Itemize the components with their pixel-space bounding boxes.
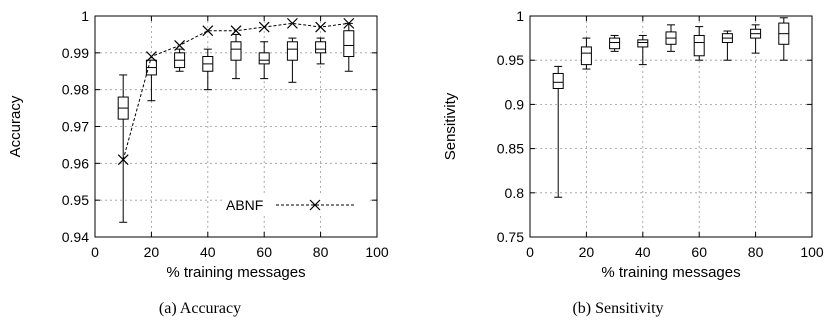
x-tick-label: 0 — [526, 244, 534, 260]
x-marker-stroke — [343, 17, 355, 29]
x-marker-stroke — [145, 51, 157, 62]
subfigure-caption: (b) Sensitivity — [572, 300, 663, 317]
series-point-abnf — [202, 25, 214, 37]
box-iqr — [609, 37, 621, 50]
legend-background — [222, 193, 370, 215]
x-tick-label: 20 — [144, 244, 160, 260]
subfigure-caption: (a) Accuracy — [159, 300, 241, 317]
box-plot — [343, 22, 355, 72]
box-iqr — [637, 39, 649, 48]
y-tick-label: 0.8 — [505, 185, 525, 201]
box-plot — [665, 24, 677, 52]
box-plot — [637, 34, 649, 66]
series-point-abnf — [230, 25, 242, 37]
y-tick-label: 0.99 — [62, 45, 89, 61]
box-plot — [580, 37, 592, 70]
box-plot — [552, 65, 564, 198]
y-tick-label: 0.98 — [62, 82, 89, 98]
box-plot — [145, 59, 157, 102]
x-tick-label: 80 — [313, 244, 329, 260]
box-plot — [286, 37, 298, 83]
box-plot — [117, 74, 129, 223]
y-tick-label: 1 — [516, 8, 524, 24]
x-marker-stroke — [286, 17, 298, 29]
x-tick-label: 40 — [200, 244, 216, 260]
x-tick-label: 100 — [800, 244, 824, 260]
box-plot — [609, 34, 621, 52]
box-iqr — [552, 72, 564, 89]
x-tick-label: 100 — [365, 244, 389, 260]
x-tick-label: 60 — [691, 244, 707, 260]
x-tick-label: 40 — [635, 244, 651, 260]
y-axis-label: Sensitivity — [442, 92, 459, 160]
box-iqr — [693, 34, 705, 57]
box-iqr — [315, 41, 327, 54]
box-plot — [258, 41, 270, 80]
box-plot — [230, 33, 242, 80]
box-plot — [174, 48, 186, 72]
box-iqr — [258, 52, 270, 65]
box-iqr — [230, 41, 242, 61]
y-tick-label: 1 — [81, 8, 89, 24]
box-plot — [778, 17, 790, 61]
y-tick-label: 0.95 — [497, 52, 524, 68]
legend-marker-stroke — [309, 199, 321, 211]
y-tick-label: 0.85 — [497, 141, 524, 157]
box-plot — [315, 37, 327, 65]
box-iqr — [580, 46, 592, 66]
x-axis-label: % training messages — [601, 264, 740, 281]
x-tick-label: 60 — [256, 244, 272, 260]
series-point-abnf — [145, 51, 157, 62]
y-tick-label: 0.94 — [62, 229, 89, 245]
x-tick-label: 0 — [91, 244, 99, 260]
y-tick-label: 0.96 — [62, 155, 89, 171]
box-plot — [202, 48, 214, 91]
plot-frame — [529, 15, 813, 238]
series-point-abnf — [117, 154, 129, 166]
x-tick-label: 80 — [748, 244, 764, 260]
series-point-abnf — [315, 21, 327, 33]
x-tick-label: 20 — [579, 244, 595, 260]
x-marker-stroke — [117, 154, 129, 166]
plot-frame — [94, 15, 378, 238]
x-marker-stroke — [258, 21, 270, 33]
series-point-abnf — [174, 40, 186, 51]
box-iqr — [286, 41, 298, 61]
series-point-abnf — [258, 21, 270, 33]
x-axis-label: % training messages — [166, 264, 305, 281]
box-iqr — [343, 30, 355, 58]
x-marker-stroke — [315, 21, 327, 33]
x-marker-stroke — [230, 25, 242, 37]
y-axis-label: Accuracy — [7, 95, 24, 157]
x-marker-stroke — [202, 25, 214, 37]
y-tick-label: 0.9 — [505, 96, 525, 112]
x-marker-stroke — [174, 40, 186, 51]
box-plot — [721, 30, 733, 61]
series-point-abnf — [286, 17, 298, 29]
series-point-abnf — [343, 17, 355, 29]
sensitivity-chart: 0.75 0.8 0.85 0.9 0.95 1 0 20 40 60 80 100 % trainin… — [442, 8, 824, 317]
y-tick-label: 0.75 — [497, 229, 524, 245]
box-plot — [693, 26, 705, 61]
accuracy-chart: 0.94 0.95 0.96 0.97 0.98 0.99 1 0 20 40 60 80 100 ABN… — [7, 8, 389, 317]
box-plot — [750, 24, 762, 54]
y-tick-label: 0.97 — [62, 119, 89, 135]
legend-label: ABNF — [226, 197, 263, 213]
y-tick-label: 0.95 — [62, 192, 89, 208]
